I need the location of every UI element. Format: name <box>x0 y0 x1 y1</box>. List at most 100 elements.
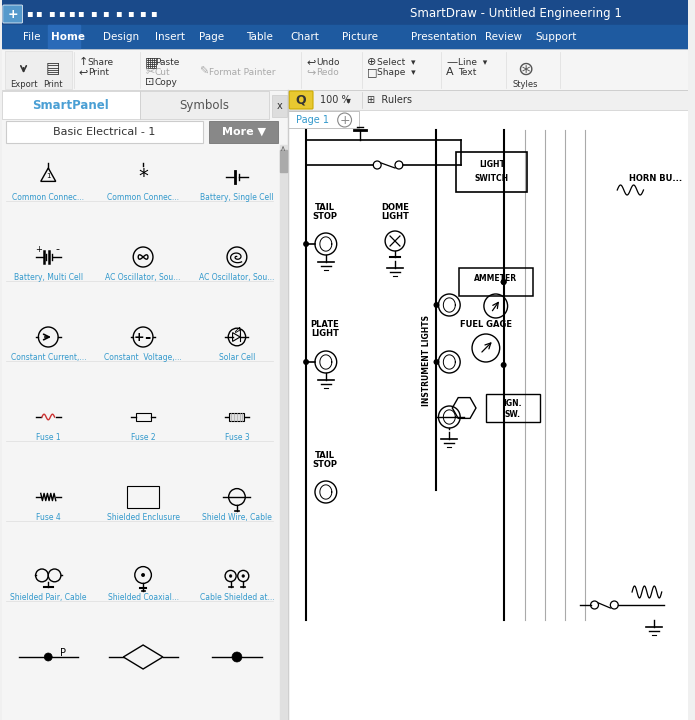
Bar <box>272 95 287 117</box>
Text: FUEL GAGE: FUEL GAGE <box>460 320 512 329</box>
Bar <box>209 121 279 143</box>
Text: x: x <box>277 101 282 111</box>
Text: +: + <box>133 330 144 343</box>
Text: AC Oscillator, Sou...: AC Oscillator, Sou... <box>106 273 181 282</box>
Text: —: — <box>446 57 457 67</box>
Bar <box>456 152 528 192</box>
Text: IGN.: IGN. <box>503 398 522 408</box>
Text: Basic Electrical - 1: Basic Electrical - 1 <box>54 127 156 137</box>
Text: Fuse 4: Fuse 4 <box>36 513 60 522</box>
Circle shape <box>232 652 242 662</box>
Text: Undo: Undo <box>316 58 339 66</box>
Text: -: - <box>145 330 151 344</box>
Text: Symbols: Symbols <box>179 99 229 112</box>
Bar <box>136 413 151 420</box>
Bar <box>288 90 688 720</box>
Bar <box>280 145 287 720</box>
Text: Battery, Multi Cell: Battery, Multi Cell <box>14 273 83 282</box>
Circle shape <box>303 359 309 365</box>
Text: ▪: ▪ <box>149 8 156 18</box>
Text: Battery, Single Cell: Battery, Single Cell <box>200 193 274 202</box>
Circle shape <box>44 653 52 661</box>
Circle shape <box>303 241 309 247</box>
Circle shape <box>242 575 245 577</box>
Circle shape <box>434 302 439 308</box>
Text: Shielded Coaxial...: Shielded Coaxial... <box>108 593 179 602</box>
Circle shape <box>500 279 507 285</box>
Text: +: + <box>35 245 42 254</box>
Text: LIGHT: LIGHT <box>479 160 505 168</box>
Text: AC Oscillator, Sou...: AC Oscillator, Sou... <box>199 273 275 282</box>
Bar <box>2 48 688 90</box>
Text: Common Connec...: Common Connec... <box>13 193 84 202</box>
Text: ↪: ↪ <box>306 67 316 77</box>
Text: Insert: Insert <box>155 32 185 42</box>
Text: Review: Review <box>485 32 522 42</box>
Text: Home: Home <box>51 32 85 42</box>
Text: ▪: ▪ <box>102 8 109 18</box>
Text: SW.: SW. <box>505 410 521 418</box>
Text: ▪: ▪ <box>127 8 133 18</box>
Text: ↩: ↩ <box>306 57 316 67</box>
Text: A: A <box>446 67 454 77</box>
Text: TAIL: TAIL <box>315 451 335 460</box>
Circle shape <box>500 279 507 285</box>
Text: Cut: Cut <box>155 68 170 76</box>
Text: ✎: ✎ <box>199 67 208 77</box>
Text: ▪: ▪ <box>26 8 33 18</box>
Text: ▪: ▪ <box>67 8 74 18</box>
Text: Fuse 1: Fuse 1 <box>36 433 60 442</box>
Text: ↑: ↑ <box>79 57 88 67</box>
Bar <box>486 394 540 422</box>
Text: ▤: ▤ <box>46 61 60 76</box>
Text: ∧: ∧ <box>280 143 286 153</box>
Bar <box>127 486 159 508</box>
Text: ⊡: ⊡ <box>145 77 154 87</box>
Text: □: □ <box>368 67 378 77</box>
Text: ▪: ▪ <box>35 8 42 18</box>
Text: -: - <box>56 244 60 254</box>
Circle shape <box>142 573 145 577</box>
Text: Styles: Styles <box>513 79 538 89</box>
Bar <box>140 91 268 119</box>
Text: Page 1: Page 1 <box>297 115 329 125</box>
Text: PLATE: PLATE <box>311 320 339 329</box>
Bar <box>48 25 80 48</box>
Text: ▪: ▪ <box>115 8 122 18</box>
Text: Common Connec...: Common Connec... <box>107 193 179 202</box>
Circle shape <box>434 359 439 365</box>
Text: Constant Current,...: Constant Current,... <box>10 353 86 362</box>
Text: SmartPanel: SmartPanel <box>33 99 109 112</box>
Text: AMMETER: AMMETER <box>474 274 517 282</box>
Text: ▪: ▪ <box>58 8 65 18</box>
Text: Shield Wire, Cable: Shield Wire, Cable <box>202 513 272 522</box>
Bar <box>2 90 288 720</box>
Text: SWITCH: SWITCH <box>475 174 509 182</box>
Bar <box>2 91 140 119</box>
Bar <box>459 268 533 296</box>
Text: Fuse 2: Fuse 2 <box>131 433 156 442</box>
Bar <box>288 90 688 110</box>
Text: Q: Q <box>296 94 306 107</box>
Text: Shielded Enclusure: Shielded Enclusure <box>106 513 179 522</box>
Text: Cable Shielded at...: Cable Shielded at... <box>199 593 275 602</box>
Text: Select  ▾: Select ▾ <box>377 58 416 66</box>
Text: Shape  ▾: Shape ▾ <box>377 68 416 76</box>
Text: ▪: ▪ <box>139 8 145 18</box>
Text: Export: Export <box>10 79 38 89</box>
FancyBboxPatch shape <box>289 91 313 109</box>
Text: Solar Cell: Solar Cell <box>219 353 255 362</box>
FancyBboxPatch shape <box>3 5 22 23</box>
Text: ▪: ▪ <box>78 8 84 18</box>
Text: DOME: DOME <box>381 203 409 212</box>
Text: Fuse 3: Fuse 3 <box>224 433 250 442</box>
Text: 1: 1 <box>46 173 51 179</box>
Text: Paste: Paste <box>155 58 179 66</box>
Bar <box>288 111 359 128</box>
Text: Copy: Copy <box>155 78 178 86</box>
Bar <box>2 25 688 48</box>
Circle shape <box>229 575 232 577</box>
Bar <box>229 413 245 420</box>
Text: Line  ▾: Line ▾ <box>458 58 487 66</box>
Text: Text: Text <box>458 68 477 76</box>
